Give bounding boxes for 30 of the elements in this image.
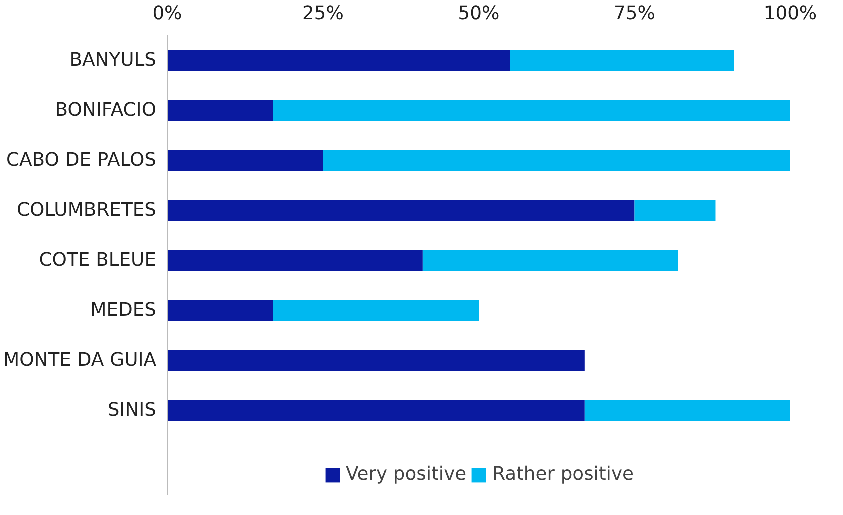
legend-label: Rather positive: [492, 464, 634, 485]
bar: [273, 300, 479, 321]
bar: [168, 100, 274, 121]
x-tick-label: 25%: [302, 4, 344, 24]
bar: [273, 100, 790, 121]
bar: [168, 300, 274, 321]
x-tick-label: 100%: [764, 4, 818, 24]
y-tick-label: COTE BLEUE: [39, 250, 156, 271]
bar: [168, 200, 635, 221]
y-tick-label: CABO DE PALOS: [6, 150, 157, 171]
y-tick-label: SINIS: [108, 400, 157, 421]
x-tick-label: 0%: [152, 4, 182, 24]
bar: [323, 150, 790, 171]
bar: [634, 200, 716, 221]
bar: [422, 250, 678, 271]
bar: [168, 150, 324, 171]
y-tick-label: COLUMBRETES: [16, 200, 157, 221]
bar: [584, 400, 790, 421]
x-tick-label: 50%: [458, 4, 500, 24]
bar: [168, 50, 510, 71]
y-tick-label: BONIFACIO: [55, 100, 156, 121]
y-tick-label: BANYULS: [70, 50, 157, 71]
y-tick-label: MONTE DA GUIA: [4, 350, 157, 371]
legend-label: Very positive: [346, 464, 467, 485]
bar: [510, 50, 734, 71]
x-tick-label: 75%: [614, 4, 656, 24]
y-tick-label: MEDES: [90, 300, 157, 321]
bar: [168, 350, 585, 371]
bar: [168, 250, 423, 271]
bar: [168, 400, 585, 421]
